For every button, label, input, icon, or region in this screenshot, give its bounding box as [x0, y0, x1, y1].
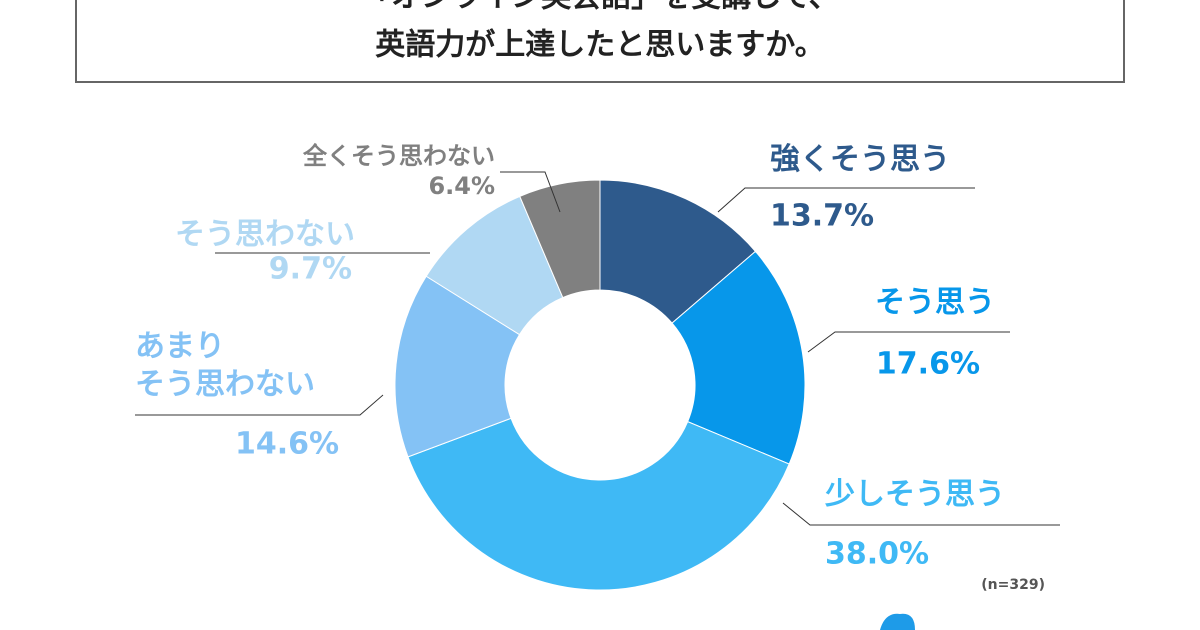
leader-line	[500, 171, 561, 213]
value-label: 13.7%	[770, 199, 874, 234]
category-label: 強くそう思う	[770, 142, 950, 177]
value-label: 6.4%	[428, 172, 495, 200]
leader-line	[782, 502, 1060, 526]
slice	[407, 417, 790, 591]
category-label: 少しそう思う	[825, 477, 1005, 512]
category-label: そう思わない	[175, 217, 355, 252]
value-label: 17.6%	[876, 347, 980, 382]
title-box	[75, 0, 1125, 83]
value-label: 14.6%	[235, 427, 339, 462]
category-label: そう思う	[875, 285, 995, 320]
chart-title: 「オンライン英会話」を受講して、	[361, 0, 839, 15]
annotation: (n=329)	[981, 577, 1045, 593]
slice	[519, 179, 601, 299]
decoration	[880, 613, 915, 630]
category-label: 全くそう思わない	[302, 142, 495, 170]
leader-line	[717, 187, 975, 213]
leader-line	[807, 331, 1010, 353]
slice	[671, 250, 806, 465]
value-label: 38.0%	[825, 537, 929, 572]
leader-line	[135, 394, 384, 416]
slice	[394, 275, 521, 458]
chart-title: 英語力が上達したと思いますか。	[375, 28, 824, 63]
value-label: 9.7%	[269, 252, 352, 287]
category-label: あまりそう思わない	[135, 329, 315, 402]
